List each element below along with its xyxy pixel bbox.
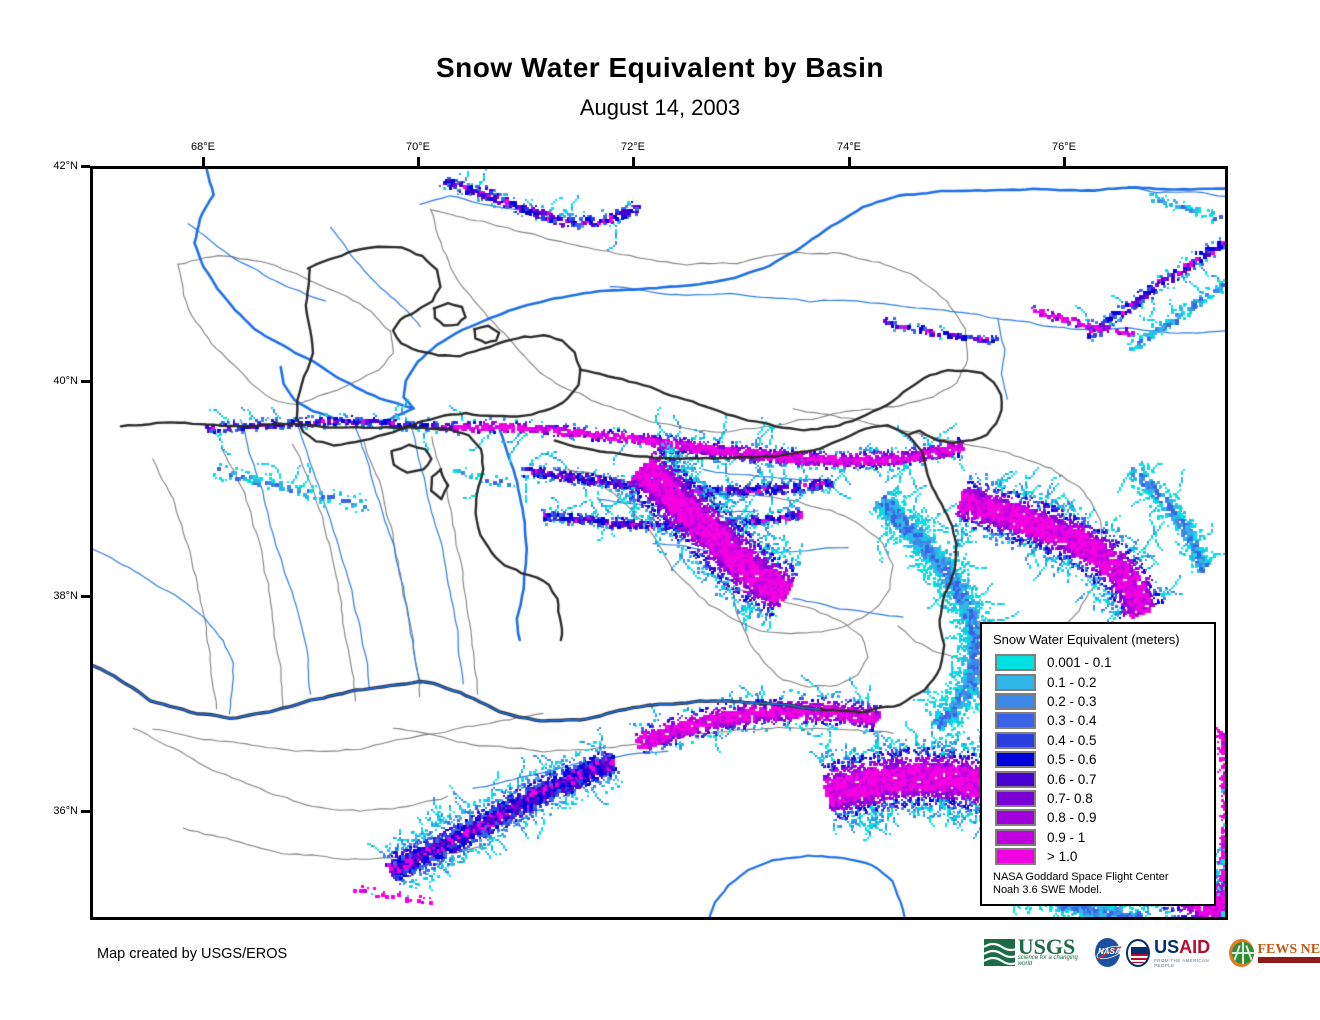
legend-swatch (995, 712, 1036, 730)
legend-item-label: 0.8 - 0.9 (1047, 810, 1097, 826)
latitude-tick (81, 380, 90, 383)
legend-item: 0.7- 0.8 (995, 789, 1214, 808)
legend-item-label: 0.1 - 0.2 (1047, 674, 1097, 690)
legend-swatch (995, 770, 1036, 788)
legend-item: 0.9 - 1 (995, 828, 1214, 847)
legend-item: 0.3 - 0.4 (995, 711, 1214, 730)
usaid-logo: USAID FROM THE AMERICAN PEOPLE (1125, 937, 1220, 968)
legend-item: 0.5 - 0.6 (995, 750, 1214, 769)
legend-item: 0.1 - 0.2 (995, 672, 1214, 691)
legend-item-label: 0.001 - 0.1 (1047, 655, 1112, 671)
nasa-logo-icon: NASA (1094, 938, 1123, 967)
legend-item: > 1.0 (995, 847, 1214, 866)
legend-item: 0.8 - 0.9 (995, 808, 1214, 827)
legend-swatch (995, 654, 1036, 672)
usgs-label: USGS (1017, 934, 1076, 959)
legend-item-label: 0.7- 0.8 (1047, 790, 1093, 806)
usgs-tagline: science for a changing world (1017, 955, 1078, 967)
page-subtitle: August 14, 2003 (579, 95, 741, 120)
fewsnet-label: FEWS NET (1257, 941, 1320, 957)
legend-swatch (995, 828, 1036, 846)
usgs-logo: USGS science for a changing world (984, 934, 1083, 967)
latitude-tick (81, 595, 90, 598)
longitude-tick (202, 157, 205, 166)
longitude-label: 72°E (621, 141, 645, 153)
legend-item: 0.6 - 0.7 (995, 769, 1214, 788)
credit-text: Map created by USGS/EROS (97, 946, 288, 962)
legend-swatch (995, 751, 1036, 769)
usaid-label-aid: AID (1179, 937, 1211, 957)
legend-item-label: 0.3 - 0.4 (1047, 713, 1097, 729)
longitude-label: 68°E (191, 141, 215, 153)
legend-item-label: 0.9 - 1 (1047, 829, 1086, 845)
legend-item-label: 0.2 - 0.3 (1047, 693, 1097, 709)
longitude-tick (632, 157, 635, 166)
legend-item: 0.2 - 0.3 (995, 692, 1214, 711)
longitude-tick (417, 157, 420, 166)
legend-swatch (995, 673, 1036, 691)
legend-item-label: > 1.0 (1047, 849, 1078, 865)
legend-item: 0.001 - 0.1 (995, 653, 1214, 672)
usaid-label-us: US (1154, 937, 1180, 957)
legend-note: NASA Goddard Space Flight Center Noah 3.6… (993, 871, 1169, 897)
logo-strip: USGS science for a changing world NASA U… (984, 936, 1320, 969)
longitude-label: 74°E (837, 141, 861, 153)
usgs-wave-icon (984, 939, 1015, 966)
fewsnet-bar (1257, 956, 1320, 963)
longitude-tick (1063, 157, 1066, 166)
legend-item-label: 0.6 - 0.7 (1047, 771, 1097, 787)
longitude-label: 76°E (1052, 141, 1076, 153)
latitude-tick (81, 165, 90, 168)
latitude-label: 42°N (53, 160, 78, 172)
legend-item-label: 0.5 - 0.6 (1047, 752, 1097, 768)
latitude-tick (81, 810, 90, 813)
legend-swatch (995, 789, 1036, 807)
longitude-tick (848, 157, 851, 166)
legend-items: 0.001 - 0.1 0.1 - 0.2 0.2 - 0.3 0.3 - 0.4 0.… (982, 653, 1214, 866)
latitude-label: 40°N (53, 375, 78, 387)
legend: Snow Water Equivalent (meters) 0.001 - 0… (980, 622, 1216, 906)
legend-item: 0.4 - 0.5 (995, 731, 1214, 750)
usaid-tagline: FROM THE AMERICAN PEOPLE (1154, 958, 1210, 968)
legend-swatch (995, 809, 1036, 827)
legend-swatch (995, 692, 1036, 710)
legend-item-label: 0.4 - 0.5 (1047, 732, 1097, 748)
page-title: Snow Water Equivalent by Basin (435, 52, 885, 83)
usaid-seal-icon (1125, 938, 1151, 967)
latitude-label: 36°N (53, 805, 78, 817)
nasa-label: NASA (1098, 947, 1121, 956)
fewsnet-globe-icon (1229, 938, 1255, 967)
latitude-label: 38°N (53, 590, 78, 602)
legend-title: Snow Water Equivalent (meters) (993, 632, 1180, 647)
longitude-label: 70°E (406, 141, 430, 153)
legend-swatch (995, 731, 1036, 749)
legend-swatch (995, 848, 1036, 866)
